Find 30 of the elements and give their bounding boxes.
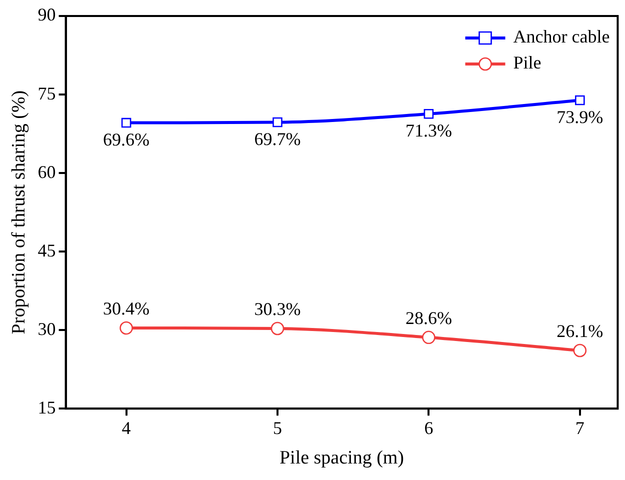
y-tick-label: 30 (38, 318, 56, 339)
x-tick-label: 6 (424, 418, 434, 438)
point (575, 95, 585, 106)
data-label: 69.7% (254, 129, 301, 149)
data-label: 73.9% (556, 107, 604, 128)
point (272, 117, 282, 128)
data-label: 69.6% (103, 130, 150, 150)
y-tick-label: 45 (38, 240, 56, 260)
y-tick-label: 15 (38, 397, 56, 418)
point (422, 330, 436, 344)
point (121, 118, 132, 128)
y-tick-label: 90 (38, 4, 56, 25)
legend-label: Pile (513, 52, 542, 73)
y-tick-label: 60 (38, 162, 56, 182)
point (270, 322, 284, 336)
data-label: 26.1% (556, 321, 604, 342)
data-label: 71.3% (405, 120, 452, 141)
legend-label: Anchor cable (513, 26, 610, 47)
y-axis-title: Proportion of thrust sharing (%) (8, 90, 30, 334)
point (424, 108, 434, 119)
x-tick-label: 5 (272, 418, 282, 438)
x-tick-label: 7 (575, 418, 584, 438)
y-tick-label: 75 (38, 83, 56, 104)
point (573, 344, 587, 358)
x-axis-title: Pile spacing (m) (279, 448, 404, 469)
data-label: 30.3% (254, 299, 301, 320)
point (120, 321, 133, 335)
data-label: 28.6% (405, 308, 452, 328)
data-label: 30.4% (103, 298, 150, 319)
x-tick-label: 4 (122, 418, 131, 438)
